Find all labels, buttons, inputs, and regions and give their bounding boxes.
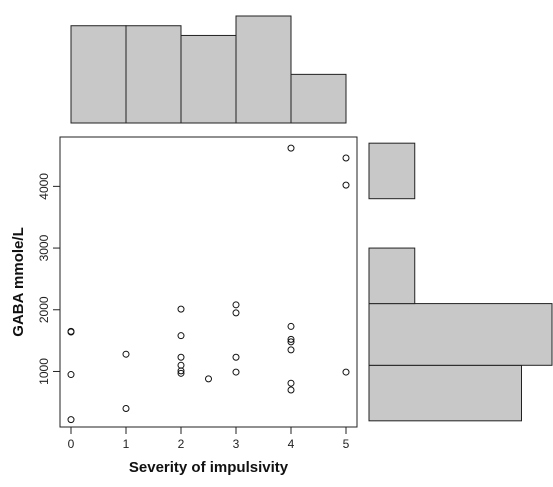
right-histogram	[368, 142, 553, 422]
x-tick-label: 3	[233, 437, 240, 451]
y-tick-label: 4000	[37, 173, 51, 200]
data-point	[342, 181, 350, 189]
data-point	[177, 353, 185, 361]
top-histogram-bar	[125, 25, 182, 124]
data-point	[287, 144, 295, 152]
x-tick-label: 0	[68, 437, 75, 451]
x-axis-title: Severity of impulsivity	[129, 459, 289, 476]
data-point	[342, 368, 350, 376]
data-point	[177, 369, 185, 377]
x-tick-label: 4	[288, 437, 295, 451]
data-point	[287, 322, 295, 330]
y-axis: 1000 2000 3000 4000	[37, 173, 61, 385]
data-point	[67, 416, 75, 424]
data-point	[287, 386, 295, 394]
right-histogram-bar	[368, 142, 416, 200]
x-axis: 0 1 2 3 4 5	[68, 426, 350, 451]
right-histogram-bar	[368, 364, 522, 422]
data-point	[177, 305, 185, 313]
data-point	[122, 350, 130, 358]
data-point	[122, 404, 130, 412]
data-point	[232, 368, 240, 376]
y-tick-label: 1000	[37, 358, 51, 385]
data-point	[67, 371, 75, 379]
x-tick-label: 2	[178, 437, 185, 451]
data-point	[177, 367, 185, 375]
plot-frame	[59, 136, 358, 428]
x-tick-label: 1	[123, 437, 130, 451]
right-histogram-bar	[368, 303, 553, 366]
data-point	[232, 309, 240, 317]
right-histogram-bar	[368, 247, 416, 305]
data-point	[342, 154, 350, 162]
data-point	[287, 338, 295, 346]
top-histogram-bar	[180, 34, 237, 124]
data-point	[232, 301, 240, 309]
y-axis-title: GABA mmole/L	[10, 227, 27, 336]
data-point	[205, 375, 212, 383]
data-point	[287, 335, 295, 343]
data-point	[67, 328, 75, 336]
y-tick-label: 3000	[37, 234, 51, 261]
x-tick-label: 5	[343, 437, 350, 451]
data-point	[287, 346, 295, 354]
data-point	[232, 353, 240, 361]
top-histogram-bar	[290, 73, 347, 124]
data-point	[287, 379, 295, 387]
top-histogram-bar	[70, 25, 127, 124]
scatter-points	[67, 144, 350, 424]
data-point	[177, 332, 185, 340]
y-tick-label: 2000	[37, 296, 51, 323]
top-histogram-bar	[235, 15, 292, 124]
top-histogram	[70, 15, 347, 124]
